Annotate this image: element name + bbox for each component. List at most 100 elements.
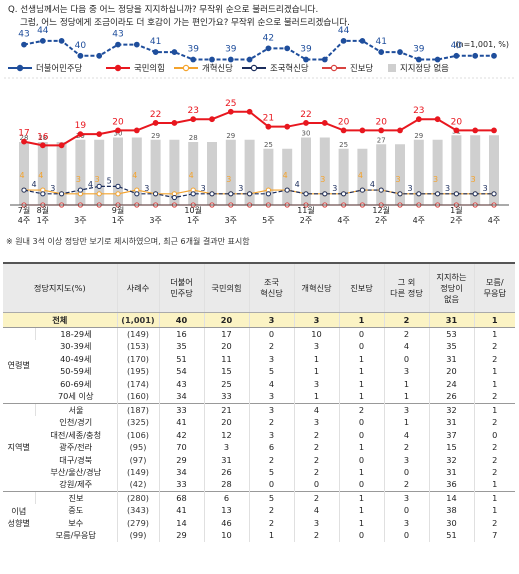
x-tick-label: 3주 bbox=[74, 216, 86, 225]
table-cell: 3 bbox=[248, 352, 294, 366]
bar-label: 28 bbox=[20, 134, 29, 142]
table-cell: 32 bbox=[428, 402, 474, 417]
table-cell: 3 bbox=[293, 377, 339, 391]
data-point bbox=[77, 131, 84, 138]
bar-label: 29 bbox=[414, 132, 423, 140]
data-point bbox=[247, 191, 253, 197]
data-point bbox=[359, 127, 366, 134]
data-label: 4 bbox=[189, 171, 194, 180]
legend-marker bbox=[16, 64, 24, 72]
data-point bbox=[96, 183, 102, 189]
table-cell: 0 bbox=[383, 529, 429, 542]
data-point bbox=[115, 127, 121, 134]
data-point bbox=[133, 41, 140, 48]
sample-size: (42) bbox=[116, 478, 159, 492]
table-cell: 0 bbox=[338, 327, 384, 341]
data-label: 4 bbox=[88, 180, 93, 189]
table-row: 30-39세 (153) 35 20 2 3 0 4 35 2 bbox=[3, 340, 515, 353]
table-cell: 2 bbox=[293, 453, 339, 466]
data-label: 20 bbox=[375, 117, 387, 127]
data-label: 4 bbox=[38, 171, 43, 180]
table-cell: 0 bbox=[383, 352, 429, 366]
table-cell: 17 bbox=[203, 327, 249, 341]
bar-no-party bbox=[131, 137, 142, 205]
bar-label: 29 bbox=[151, 132, 160, 140]
legend-marker bbox=[330, 64, 338, 72]
data-label: 3 bbox=[407, 184, 412, 193]
table-row: 50-59세 (195) 54 15 5 1 1 3 20 1 bbox=[3, 365, 515, 378]
table-cell: 31 bbox=[428, 312, 474, 328]
data-label: 16 bbox=[37, 132, 49, 142]
data-point bbox=[415, 116, 422, 123]
table-cell: 0 bbox=[338, 428, 384, 442]
data-label: 22 bbox=[150, 110, 161, 120]
table-cell: 2 bbox=[248, 453, 294, 466]
data-point bbox=[96, 191, 102, 197]
data-point bbox=[77, 187, 84, 193]
table-row: 연령별 18-29세 (149) 16 17 0 10 0 2 53 1 bbox=[3, 327, 515, 370]
table-cell: 3 bbox=[293, 416, 339, 429]
table-cell: 28 bbox=[203, 478, 249, 492]
data-label: 3 bbox=[395, 175, 400, 184]
data-point bbox=[96, 131, 103, 138]
data-point bbox=[39, 142, 46, 149]
row-label: 40-49세 bbox=[60, 353, 92, 364]
table-cell: 1 bbox=[473, 365, 515, 378]
column-header: 그 외 다른 정당 bbox=[383, 262, 429, 313]
data-label: 42 bbox=[263, 33, 274, 43]
data-point bbox=[303, 56, 309, 63]
data-label: 39 bbox=[187, 45, 199, 55]
table-cell: 10 bbox=[293, 327, 339, 341]
table-row: 인천/경기 (325) 41 20 2 3 0 1 31 2 bbox=[3, 416, 515, 429]
table-cell: 12 bbox=[203, 428, 249, 442]
data-point bbox=[397, 49, 403, 55]
table-cell: 3 bbox=[248, 402, 294, 417]
sample-size: (99) bbox=[116, 529, 159, 542]
bar-no-party bbox=[319, 137, 330, 205]
x-tick-label: 5주 bbox=[262, 216, 274, 225]
data-point bbox=[359, 187, 365, 193]
data-point bbox=[40, 191, 46, 197]
data-point bbox=[472, 191, 478, 197]
bar-no-party bbox=[451, 135, 462, 205]
sample-size: (149) bbox=[116, 465, 159, 479]
bar-no-party bbox=[470, 135, 481, 205]
data-label: 3 bbox=[445, 184, 450, 193]
data-point bbox=[265, 123, 272, 130]
table-cell: 1 bbox=[338, 352, 384, 366]
column-header: 사례수 bbox=[116, 262, 159, 313]
table-cell: 2 bbox=[293, 529, 339, 542]
table-cell: 2 bbox=[383, 312, 429, 328]
table-cell: 2 bbox=[293, 441, 339, 454]
table-cell: 1 bbox=[338, 377, 384, 391]
table-cell: 38 bbox=[428, 504, 474, 517]
data-point bbox=[378, 127, 385, 134]
data-point bbox=[284, 123, 291, 130]
bar-no-party bbox=[150, 139, 161, 205]
table-cell: 40 bbox=[158, 312, 204, 328]
sample-size: (279) bbox=[116, 516, 159, 530]
table-cell: 31 bbox=[203, 453, 249, 466]
table-cell: 26 bbox=[203, 465, 249, 479]
question-text: Q. 선생님께서는 다음 중 어느 정당을 지지하십니까? 무작위 순으로 불러… bbox=[8, 4, 513, 29]
data-label: 19 bbox=[75, 121, 87, 131]
table-cell: 2 bbox=[383, 478, 429, 492]
sample-size: (280) bbox=[116, 490, 159, 505]
column-header: 정당지지도(%) bbox=[3, 262, 117, 313]
table-row: 대구/경북 (97) 29 31 2 2 0 3 32 2 bbox=[3, 453, 515, 466]
table-cell: 20 bbox=[203, 416, 249, 429]
data-point bbox=[227, 56, 234, 63]
data-label: 22 bbox=[300, 110, 311, 120]
table-cell: 51 bbox=[428, 529, 474, 542]
table-cell: 3 bbox=[383, 453, 429, 466]
table-cell: 46 bbox=[203, 516, 249, 530]
table-row: 이념 성향별 진보 (280) 68 6 5 2 1 3 14 1 bbox=[3, 490, 515, 542]
table-cell: 4 bbox=[248, 377, 294, 391]
table-cell: 26 bbox=[428, 390, 474, 404]
legend-marker bbox=[182, 64, 190, 72]
bar-no-party bbox=[338, 148, 349, 205]
table-cell: 2 bbox=[383, 441, 429, 454]
table-cell: 51 bbox=[158, 352, 204, 366]
column-header: 개혁신당 bbox=[293, 262, 339, 313]
column-header: 국민의힘 bbox=[203, 262, 249, 313]
